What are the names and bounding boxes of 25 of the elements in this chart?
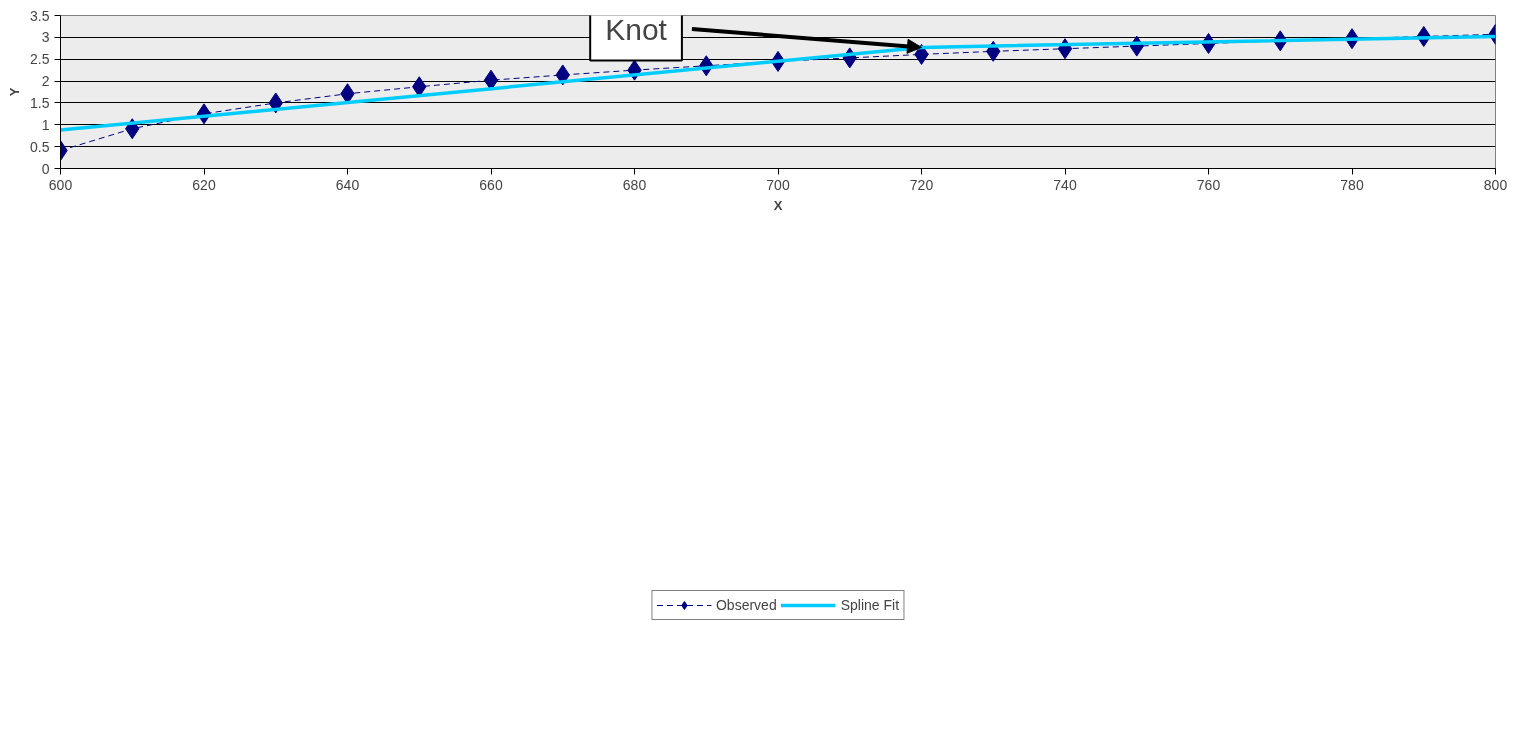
annotation: Knot: [605, 12, 668, 46]
y-axis-title: Y: [7, 87, 23, 97]
x-tick-label: 680: [622, 176, 647, 193]
point: [483, 69, 499, 91]
x-axis-title: X: [773, 197, 783, 213]
y-tick-label: 1: [41, 116, 50, 133]
x-tick-label: 780: [1340, 176, 1364, 193]
x-tick-label: 800: [1483, 176, 1508, 193]
legend-label: Observed: [715, 597, 777, 613]
x-tick-label: 660: [479, 176, 503, 193]
y-tick-label: 0: [41, 160, 50, 177]
x-tick-label: 700: [766, 176, 790, 193]
y-tick-label: 3.5: [30, 7, 50, 24]
x-tick-label: 760: [1196, 176, 1221, 193]
x-tick-label: 740: [1053, 176, 1077, 193]
legend-label: Spline Fit: [840, 597, 900, 613]
y-tick-label: 2: [41, 73, 50, 90]
y-tick-label: 3: [41, 29, 50, 46]
y-tick-label: 0.5: [30, 138, 50, 155]
x-tick-label: 600: [48, 176, 73, 193]
x-tick-label: 720: [909, 176, 934, 193]
x-tick-label: 640: [335, 176, 360, 193]
x-tick-label: 620: [192, 176, 216, 193]
y-tick-label: 1.5: [30, 94, 50, 111]
y-tick-label: 2.5: [30, 51, 50, 68]
